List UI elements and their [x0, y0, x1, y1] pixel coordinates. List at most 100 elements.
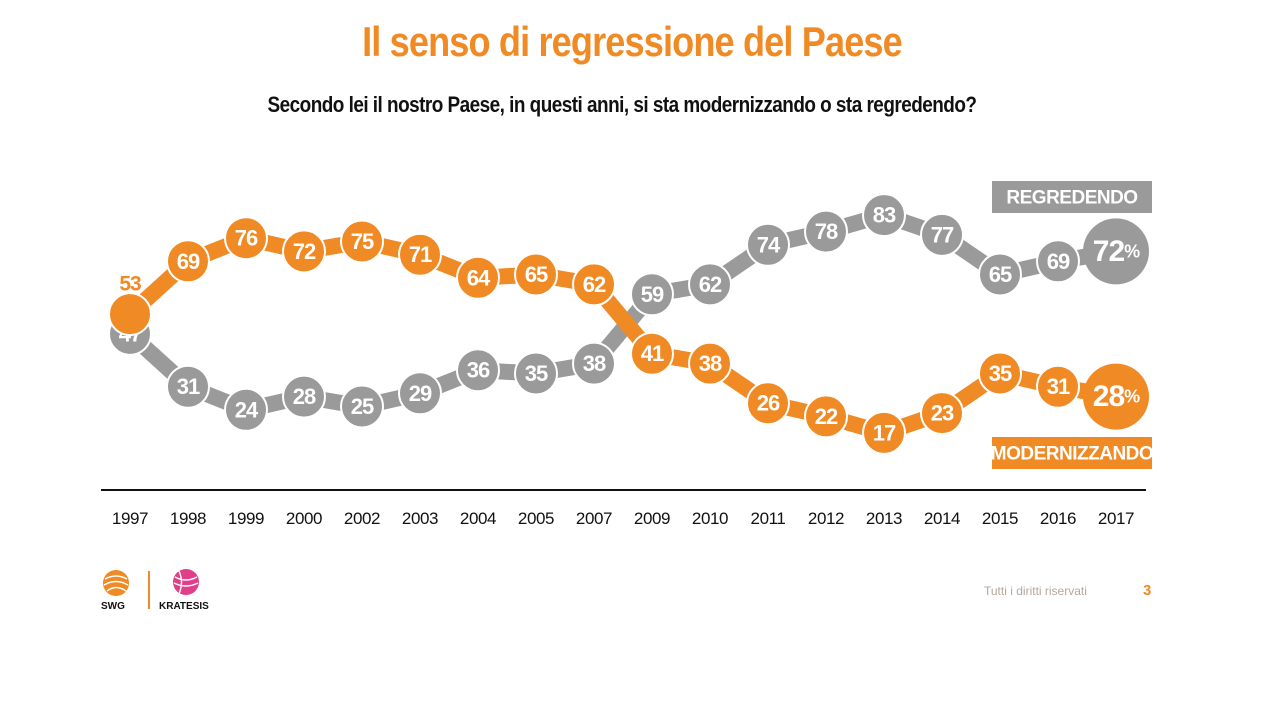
line-chart: 473124282529363538596274788377656972%536… — [101, 181, 1154, 528]
data-point-modernizzando — [920, 391, 964, 436]
x-tick-label: 2016 — [1040, 509, 1076, 528]
data-label-regredendo: 69 — [1047, 249, 1070, 274]
page-number: 3 — [1143, 582, 1152, 599]
data-point-regredendo — [688, 262, 732, 307]
x-tick-label: 2010 — [692, 509, 728, 528]
data-point-regredendo — [340, 384, 384, 429]
x-tick-label: 2011 — [751, 509, 786, 528]
data-point-modernizzando — [514, 252, 558, 297]
data-label-modernizzando: 62 — [583, 272, 606, 297]
data-point-regredendo — [224, 387, 268, 432]
x-tick-label: 2009 — [634, 509, 670, 528]
data-label-modernizzando: 71 — [409, 242, 432, 267]
data-label-modernizzando: 22 — [815, 404, 838, 429]
footer-rights: Tutti i diritti riservati — [984, 584, 1087, 598]
kratesis-logo — [173, 569, 199, 595]
data-point-regredendo — [746, 222, 790, 267]
data-point-modernizzando — [688, 341, 732, 386]
x-tick-label: 1997 — [112, 509, 148, 528]
data-label-regredendo: 62 — [699, 272, 722, 297]
data-label-regredendo: 83 — [873, 203, 896, 228]
data-point-regredendo — [630, 272, 674, 317]
data-point-modernizzando — [978, 351, 1022, 396]
data-label-modernizzando: 75 — [351, 229, 374, 254]
data-point-regredendo — [166, 364, 210, 409]
data-label-regredendo: 59 — [641, 282, 664, 307]
data-point-regredendo — [978, 252, 1022, 297]
data-label-regredendo: 38 — [583, 351, 606, 376]
series-label-box-regredendo — [992, 181, 1152, 213]
data-point-modernizzando — [862, 410, 906, 455]
data-label-modernizzando: 72 — [293, 239, 316, 264]
page-subtitle: Secondo lei il nostro Paese, in questi a… — [267, 92, 977, 117]
data-point-regredendo — [572, 341, 616, 386]
data-label-regredendo: 31 — [177, 374, 200, 399]
series-label-regredendo: REGREDENDO — [1006, 188, 1137, 209]
data-point-modernizzando — [108, 292, 152, 337]
data-point-modernizzando — [224, 216, 268, 261]
data-label-regredendo: 74 — [757, 232, 781, 257]
x-tick-label: 2012 — [808, 509, 844, 528]
data-label-modernizzando: 65 — [525, 262, 548, 287]
data-point-modernizzando — [166, 239, 210, 284]
data-point-modernizzando — [1083, 363, 1149, 430]
data-point-modernizzando — [282, 229, 326, 274]
swg-logo-label: SWG — [101, 601, 125, 612]
data-point-regredendo — [1083, 218, 1149, 285]
data-point-modernizzando — [456, 255, 500, 300]
x-tick-label: 2000 — [286, 509, 322, 528]
data-label-modernizzando: 17 — [873, 420, 896, 445]
data-label-modernizzando: 31 — [1047, 374, 1070, 399]
data-point-regredendo — [282, 374, 326, 419]
data-label-regredendo: 36 — [467, 358, 490, 383]
data-point-modernizzando — [746, 381, 790, 426]
data-point-regredendo — [804, 209, 848, 254]
data-point-regredendo — [398, 371, 442, 416]
data-point-regredendo — [1036, 239, 1080, 284]
x-tick-label: 2015 — [982, 509, 1018, 528]
data-label-modernizzando: 76 — [235, 226, 258, 251]
x-tick-label: 2003 — [402, 509, 438, 528]
x-tick-label: 1998 — [170, 509, 206, 528]
data-label-regredendo: 29 — [409, 381, 432, 406]
data-label-modernizzando: 41 — [641, 341, 664, 366]
x-tick-label: 2005 — [518, 509, 554, 528]
data-point-modernizzando — [1036, 364, 1080, 409]
x-tick-label: 2013 — [866, 509, 902, 528]
x-tick-label: 2004 — [460, 509, 496, 528]
data-point-modernizzando — [340, 219, 384, 264]
data-label-regredendo: 77 — [931, 222, 954, 247]
logo-divider — [148, 571, 150, 609]
data-point-regredendo — [920, 212, 964, 257]
kratesis-logo-label: KRATESIS — [159, 601, 209, 612]
data-label-modernizzando: 69 — [177, 249, 200, 274]
data-label-regredendo: 65 — [989, 262, 1012, 287]
data-point-modernizzando — [630, 331, 674, 376]
x-tick-label: 2002 — [344, 509, 380, 528]
x-tick-label: 1999 — [228, 509, 264, 528]
data-label-modernizzando: 64 — [467, 265, 491, 290]
series-label-box-modernizzando — [992, 437, 1152, 469]
data-label-modernizzando: 38 — [699, 351, 722, 376]
data-point-modernizzando — [804, 394, 848, 439]
data-point-regredendo — [514, 351, 558, 396]
data-label-regredendo: 78 — [815, 219, 838, 244]
percent-suffix: % — [1124, 387, 1140, 407]
data-label-regredendo: 35 — [525, 361, 548, 386]
data-label-modernizzando: 53 — [119, 273, 141, 296]
data-point-modernizzando — [572, 262, 616, 307]
x-tick-label: 2014 — [924, 509, 960, 528]
data-label-regredendo: 24 — [235, 397, 259, 422]
data-point-modernizzando — [398, 232, 442, 277]
data-label-regredendo: 28 — [293, 384, 316, 409]
data-label-modernizzando: 35 — [989, 361, 1012, 386]
x-tick-label: 2017 — [1098, 509, 1134, 528]
data-point-regredendo — [456, 348, 500, 393]
x-tick-label: 2007 — [576, 509, 612, 528]
data-point-regredendo — [862, 193, 906, 238]
series-label-modernizzando: MODERNIZZANDO — [991, 444, 1153, 465]
data-label-regredendo: 25 — [351, 394, 374, 419]
percent-suffix: % — [1124, 241, 1140, 261]
page-title: Il senso di regressione del Paese — [362, 18, 903, 65]
swg-logo — [103, 570, 129, 596]
